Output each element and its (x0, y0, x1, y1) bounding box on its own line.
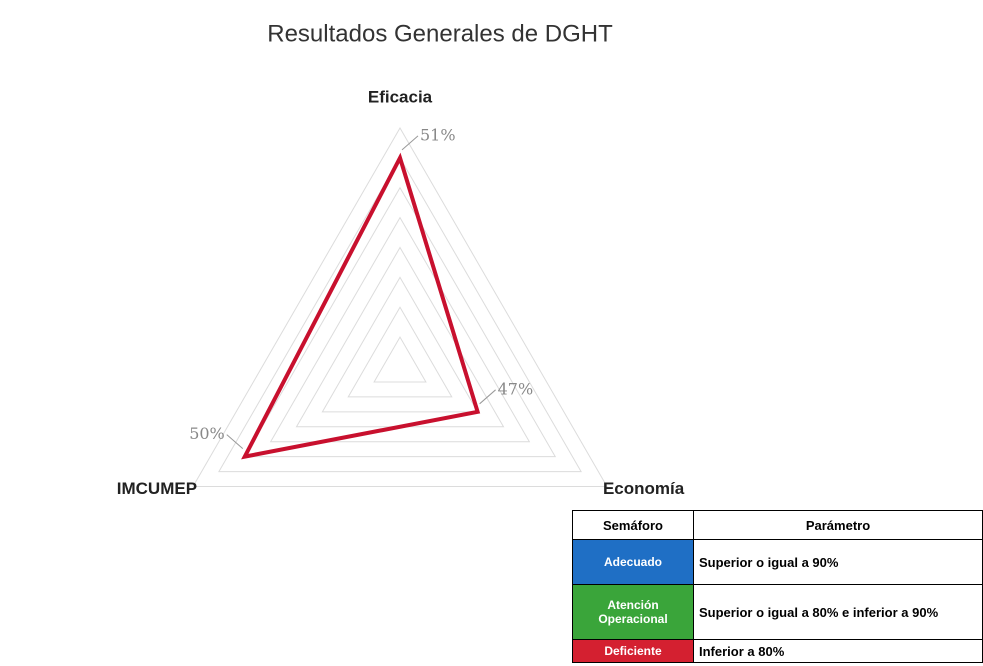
axis-label: IMCUMEP (117, 479, 197, 498)
parameter: Inferior a 80% (693, 639, 983, 663)
grid-ring (269, 216, 531, 443)
value-label: 47% (498, 379, 534, 398)
header: Parámetro (693, 510, 983, 540)
leader-line (479, 389, 496, 405)
status: Adecuado (572, 539, 694, 585)
value-label: 50% (189, 424, 225, 443)
leader-line (226, 434, 244, 450)
status: Atención Operacional (572, 584, 694, 640)
grid-ring (192, 126, 608, 487)
axis-label: Economía (603, 479, 685, 498)
status: Deficiente (572, 639, 694, 663)
legend-table: Semáforo Parámetro Adecuado Superior o igu… (572, 510, 983, 663)
chart-title: Resultados Generales de DGHT (267, 20, 613, 47)
grid-ring (218, 156, 582, 473)
grid-ring (321, 276, 479, 413)
header: Semáforo (572, 510, 694, 540)
axis-label: Eficacia (368, 87, 433, 106)
grid-ring (347, 306, 453, 398)
data-polygon (241, 152, 481, 460)
grid-ring (373, 336, 427, 383)
value-label: 51% (420, 125, 456, 144)
grid-ring (243, 186, 557, 458)
parameter: Superior o igual a 90% (693, 539, 983, 585)
parameter: Superior o igual a 80% e inferior a 90% (693, 584, 983, 640)
leader-line (401, 135, 419, 151)
